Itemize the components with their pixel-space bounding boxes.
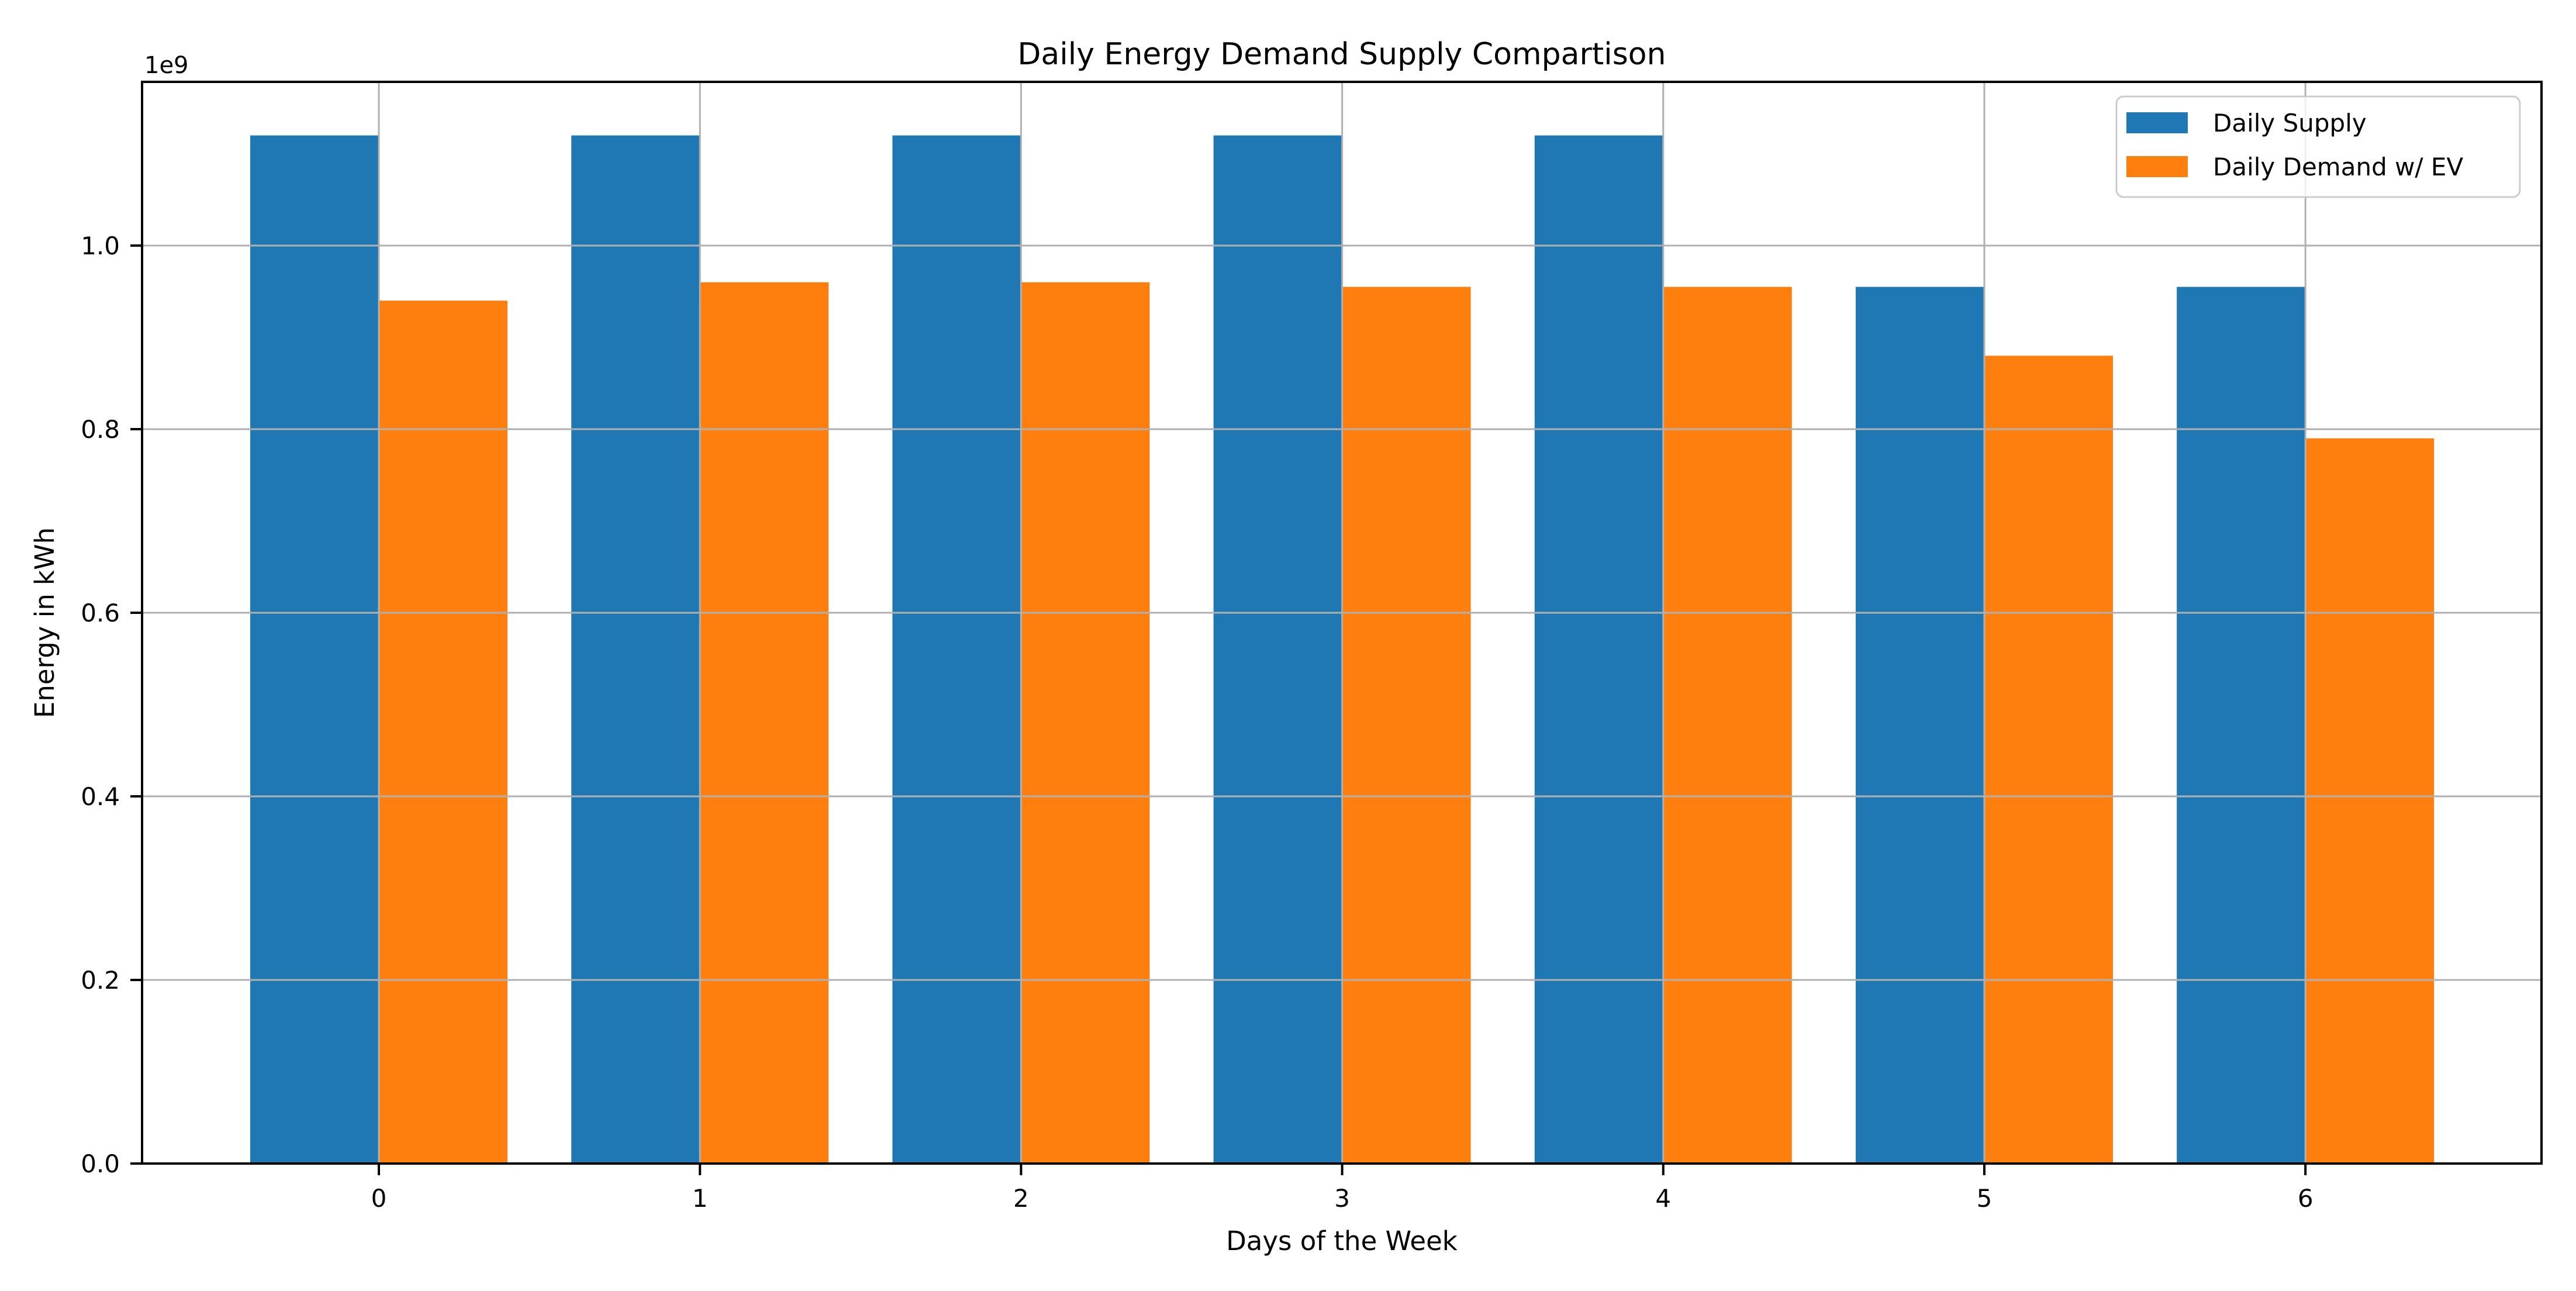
bar-supply-2 bbox=[892, 135, 1021, 1164]
y-tick-label-0.4: 0.4 bbox=[81, 782, 120, 811]
bar-demand-3 bbox=[1342, 286, 1471, 1164]
chart-title: Daily Energy Demand Supply Compartison bbox=[1017, 37, 1666, 72]
bar-supply-0 bbox=[250, 135, 379, 1164]
x-tick-label-3: 3 bbox=[1334, 1184, 1350, 1213]
tick-labels-layer: 0.0 0.2 0.4 0.6 0.8 1.0 0 1 2 3 4 5 6 bbox=[81, 232, 2313, 1213]
x-tick-label-6: 6 bbox=[2298, 1184, 2313, 1213]
x-tick-label-1: 1 bbox=[692, 1184, 708, 1213]
bar-demand-1 bbox=[700, 282, 829, 1164]
bar-supply-6 bbox=[2177, 286, 2306, 1164]
bar-demand-2 bbox=[1021, 282, 1150, 1164]
y-tick-label-0.0: 0.0 bbox=[81, 1150, 120, 1178]
legend: Daily Supply Daily Demand w/ EV bbox=[2115, 95, 2521, 198]
x-tick-label-0: 0 bbox=[371, 1184, 387, 1213]
bar-demand-6 bbox=[2305, 438, 2435, 1164]
gridlines-layer bbox=[142, 82, 2542, 1164]
y-axis-label: Energy in kWh bbox=[29, 527, 60, 718]
legend-label-supply: Daily Supply bbox=[2213, 109, 2367, 137]
bar-demand-4 bbox=[1663, 286, 1792, 1164]
legend-label-demand: Daily Demand w/ EV bbox=[2213, 153, 2463, 181]
x-tick-label-5: 5 bbox=[1977, 1184, 1993, 1213]
bar-demand-0 bbox=[379, 301, 507, 1164]
legend-box bbox=[2115, 95, 2521, 198]
bar-supply-4 bbox=[1534, 135, 1663, 1164]
legend-swatch-demand bbox=[2126, 156, 2188, 177]
legend-swatch-supply bbox=[2126, 112, 2188, 133]
y-tick-label-0.8: 0.8 bbox=[81, 415, 120, 444]
y-tick-label-0.2: 0.2 bbox=[81, 966, 120, 995]
bar-supply-1 bbox=[571, 135, 700, 1164]
y-offset-label: 1e9 bbox=[144, 52, 189, 79]
axes-layer bbox=[130, 81, 2543, 1175]
y-tick-label-1.0: 1.0 bbox=[81, 232, 120, 260]
y-tick-label-0.6: 0.6 bbox=[81, 599, 120, 627]
bar-demand-5 bbox=[1984, 355, 2113, 1164]
bar-supply-3 bbox=[1213, 135, 1342, 1164]
x-tick-label-4: 4 bbox=[1655, 1184, 1671, 1213]
x-axis-label: Days of the Week bbox=[1226, 1226, 1458, 1257]
bar-supply-5 bbox=[1856, 286, 1984, 1164]
x-tick-label-2: 2 bbox=[1013, 1184, 1029, 1213]
